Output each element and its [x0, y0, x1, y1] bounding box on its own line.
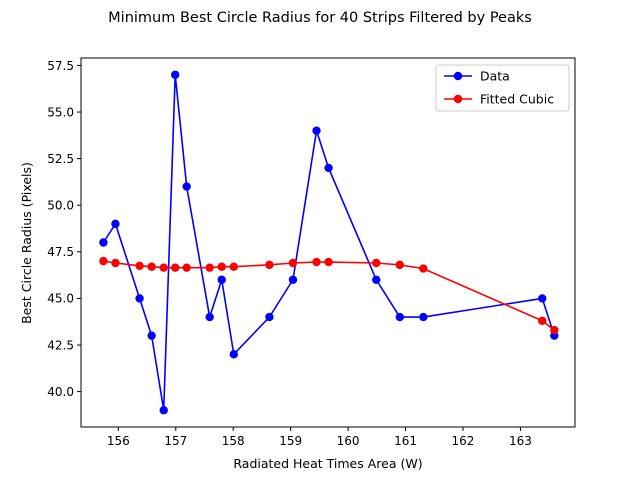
data-point	[229, 262, 238, 271]
data-point	[550, 325, 559, 335]
data-point	[288, 258, 298, 268]
legend-marker-1	[453, 94, 463, 104]
data-point	[395, 312, 405, 322]
data-point	[182, 182, 191, 191]
data-point	[159, 263, 168, 272]
data-point	[324, 163, 333, 173]
x-tick-label: 162	[452, 434, 475, 448]
data-point	[205, 263, 214, 272]
data-point	[159, 406, 168, 415]
series-line-1	[103, 260, 555, 331]
data-point	[111, 258, 120, 268]
data-point	[265, 260, 274, 270]
data-point	[171, 263, 180, 272]
data-point	[135, 294, 144, 303]
chart-title: Minimum Best Circle Radius for 40 Strips…	[108, 10, 532, 26]
data-point	[171, 70, 180, 79]
data-point	[419, 264, 428, 273]
y-tick-label: 55.0	[47, 105, 74, 119]
y-axis-label: Best Circle Radius (Pixels)	[19, 162, 34, 324]
data-point	[217, 262, 226, 271]
x-tick-label: 159	[279, 434, 302, 448]
data-point	[99, 256, 108, 266]
y-axis: 40.0 42.5 45.0 47.5 50.0 52.5 55.0 57.5	[47, 59, 81, 399]
data-point	[111, 219, 120, 229]
data-point	[372, 275, 381, 284]
data-point	[312, 126, 321, 135]
x-tick-label: 160	[337, 434, 360, 448]
data-point	[265, 312, 274, 322]
x-tick-label: 161	[394, 434, 417, 448]
x-tick-label: 157	[164, 434, 187, 448]
y-tick-label: 47.5	[47, 245, 74, 259]
data-point	[538, 294, 547, 303]
data-point	[395, 260, 405, 270]
data-point	[419, 312, 428, 322]
data-point	[99, 238, 108, 247]
plot-area	[80, 57, 576, 428]
data-point	[135, 261, 144, 270]
y-tick-label: 40.0	[47, 385, 74, 399]
data-point	[147, 331, 156, 340]
y-tick-label: 57.5	[47, 59, 74, 73]
x-tick-label: 156	[107, 434, 130, 448]
x-tick-label: 158	[222, 434, 245, 448]
y-tick-label: 50.0	[47, 199, 74, 213]
y-tick-label: 52.5	[47, 152, 74, 166]
data-point	[538, 316, 547, 325]
data-point	[288, 275, 298, 284]
data-point	[312, 257, 321, 267]
legend-label-0: Data	[480, 69, 510, 84]
x-tick-label: 163	[509, 434, 532, 448]
data-point	[182, 263, 191, 272]
legend: Data Fitted Cubic	[435, 64, 570, 112]
data-point	[372, 258, 381, 268]
x-axis: 156 157 158 159 160 161 162 163	[107, 427, 532, 448]
data-point	[205, 312, 214, 322]
x-axis-label: Radiated Heat Times Area (W)	[233, 456, 422, 471]
data-point	[217, 275, 226, 284]
y-tick-label: 42.5	[47, 338, 74, 352]
data-point	[324, 257, 333, 267]
data-point	[147, 262, 156, 271]
y-tick-label: 45.0	[47, 292, 74, 306]
plot-frame	[80, 57, 576, 428]
legend-marker-0	[453, 71, 463, 81]
legend-label-1: Fitted Cubic	[480, 92, 554, 107]
series-line-0	[102, 74, 556, 411]
data-point	[229, 350, 238, 359]
